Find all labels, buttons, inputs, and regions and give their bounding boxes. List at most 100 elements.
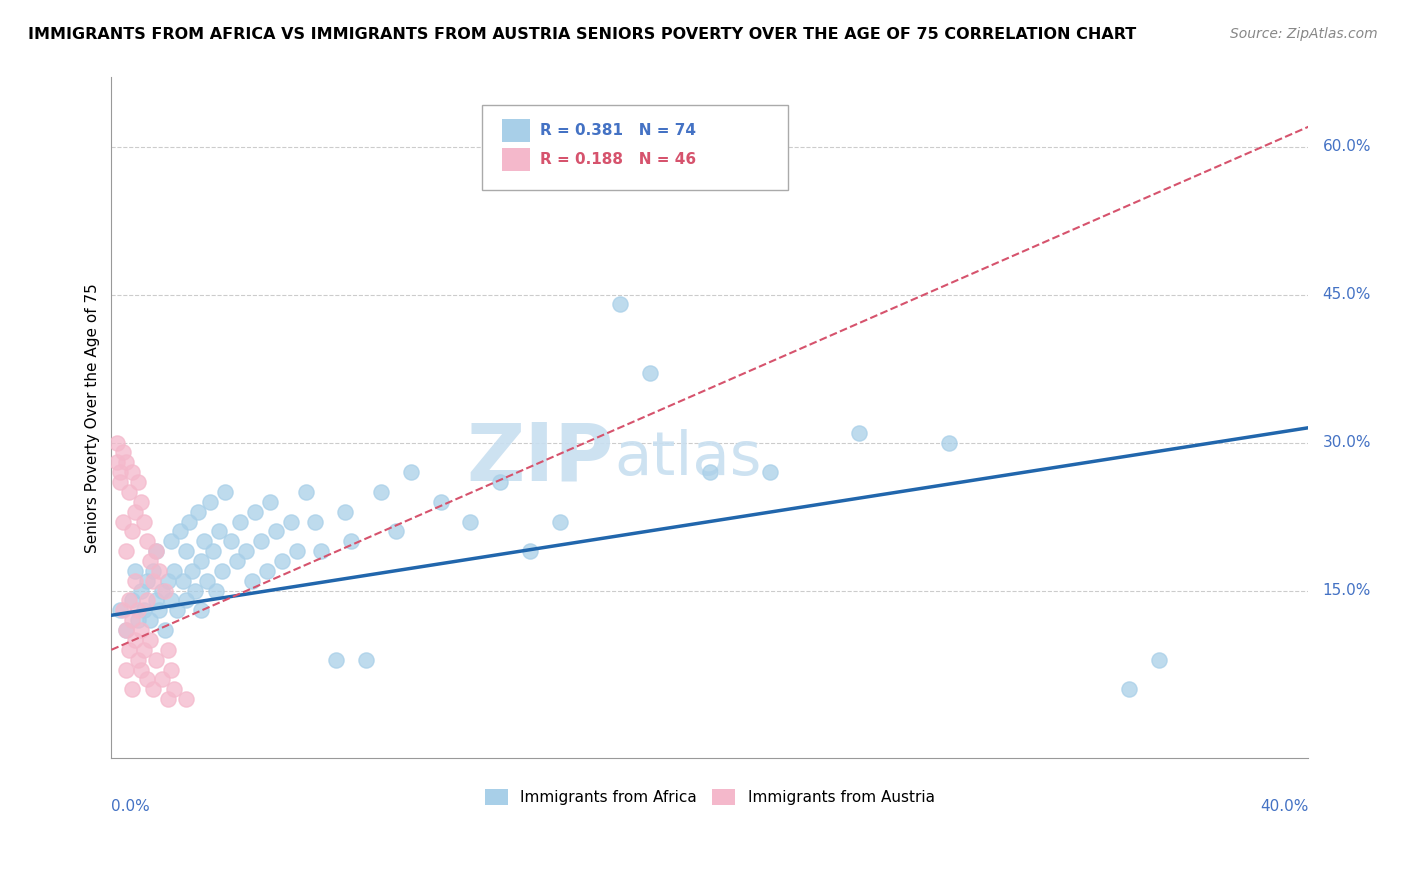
Point xyxy=(145,653,167,667)
Point xyxy=(638,367,661,381)
Point xyxy=(160,663,183,677)
Point xyxy=(163,564,186,578)
FancyBboxPatch shape xyxy=(482,104,787,190)
Point xyxy=(115,663,138,677)
Point xyxy=(145,544,167,558)
Point xyxy=(157,642,180,657)
Point xyxy=(118,642,141,657)
Point xyxy=(181,564,204,578)
Point xyxy=(271,554,294,568)
Text: ZIP: ZIP xyxy=(467,420,614,498)
Point xyxy=(304,515,326,529)
Point xyxy=(938,435,960,450)
Text: atlas: atlas xyxy=(614,429,762,488)
Text: 15.0%: 15.0% xyxy=(1323,583,1371,599)
Point xyxy=(174,544,197,558)
Point xyxy=(115,623,138,637)
Point xyxy=(157,574,180,588)
Point xyxy=(127,653,149,667)
Point xyxy=(1147,653,1170,667)
Point xyxy=(758,465,780,479)
Point xyxy=(240,574,263,588)
Point xyxy=(148,603,170,617)
Text: Source: ZipAtlas.com: Source: ZipAtlas.com xyxy=(1230,27,1378,41)
Text: 40.0%: 40.0% xyxy=(1260,799,1309,814)
Point xyxy=(155,623,177,637)
Point xyxy=(118,484,141,499)
Point xyxy=(127,475,149,489)
Point xyxy=(384,524,406,539)
Point xyxy=(142,574,165,588)
Point xyxy=(115,455,138,469)
Point xyxy=(139,632,162,647)
Point xyxy=(190,554,212,568)
Point xyxy=(124,505,146,519)
Point xyxy=(174,593,197,607)
Point xyxy=(150,583,173,598)
Point xyxy=(193,534,215,549)
Point xyxy=(139,613,162,627)
Point xyxy=(115,623,138,637)
Point xyxy=(609,297,631,311)
Point xyxy=(124,564,146,578)
Point xyxy=(124,632,146,647)
Point xyxy=(136,534,159,549)
Point xyxy=(699,465,721,479)
Point xyxy=(295,484,318,499)
Text: 30.0%: 30.0% xyxy=(1323,435,1371,450)
Point xyxy=(399,465,422,479)
Point xyxy=(548,515,571,529)
Point xyxy=(121,682,143,697)
Point xyxy=(163,682,186,697)
Point xyxy=(333,505,356,519)
Point xyxy=(118,593,141,607)
Point xyxy=(121,613,143,627)
Point xyxy=(110,465,132,479)
Point xyxy=(105,435,128,450)
Point xyxy=(226,554,249,568)
Point xyxy=(124,574,146,588)
Point xyxy=(219,534,242,549)
Point xyxy=(256,564,278,578)
Point xyxy=(157,692,180,706)
Point xyxy=(195,574,218,588)
Point xyxy=(169,524,191,539)
Point xyxy=(325,653,347,667)
Point xyxy=(198,495,221,509)
Point xyxy=(160,534,183,549)
Text: 45.0%: 45.0% xyxy=(1323,287,1371,302)
Point xyxy=(145,544,167,558)
Text: R = 0.188   N = 46: R = 0.188 N = 46 xyxy=(540,153,696,168)
Point xyxy=(139,554,162,568)
Point xyxy=(121,524,143,539)
Point xyxy=(166,603,188,617)
Legend: Immigrants from Africa, Immigrants from Austria: Immigrants from Africa, Immigrants from … xyxy=(485,789,935,805)
Point xyxy=(174,692,197,706)
Point xyxy=(489,475,512,489)
Point xyxy=(848,425,870,440)
Point xyxy=(229,515,252,529)
Point xyxy=(131,495,153,509)
Point xyxy=(121,465,143,479)
Point xyxy=(112,515,135,529)
Point xyxy=(202,544,225,558)
Point xyxy=(190,603,212,617)
FancyBboxPatch shape xyxy=(502,119,530,142)
Point xyxy=(142,564,165,578)
Point xyxy=(134,603,156,617)
Point xyxy=(131,583,153,598)
Point xyxy=(264,524,287,539)
Point xyxy=(112,445,135,459)
Point xyxy=(155,583,177,598)
Point xyxy=(115,544,138,558)
Point xyxy=(134,642,156,657)
Point xyxy=(259,495,281,509)
Point xyxy=(136,593,159,607)
Point xyxy=(285,544,308,558)
Point xyxy=(127,613,149,627)
Point xyxy=(250,534,273,549)
Point xyxy=(127,603,149,617)
Text: IMMIGRANTS FROM AFRICA VS IMMIGRANTS FROM AUSTRIA SENIORS POVERTY OVER THE AGE O: IMMIGRANTS FROM AFRICA VS IMMIGRANTS FRO… xyxy=(28,27,1136,42)
Point xyxy=(309,544,332,558)
Point xyxy=(136,673,159,687)
